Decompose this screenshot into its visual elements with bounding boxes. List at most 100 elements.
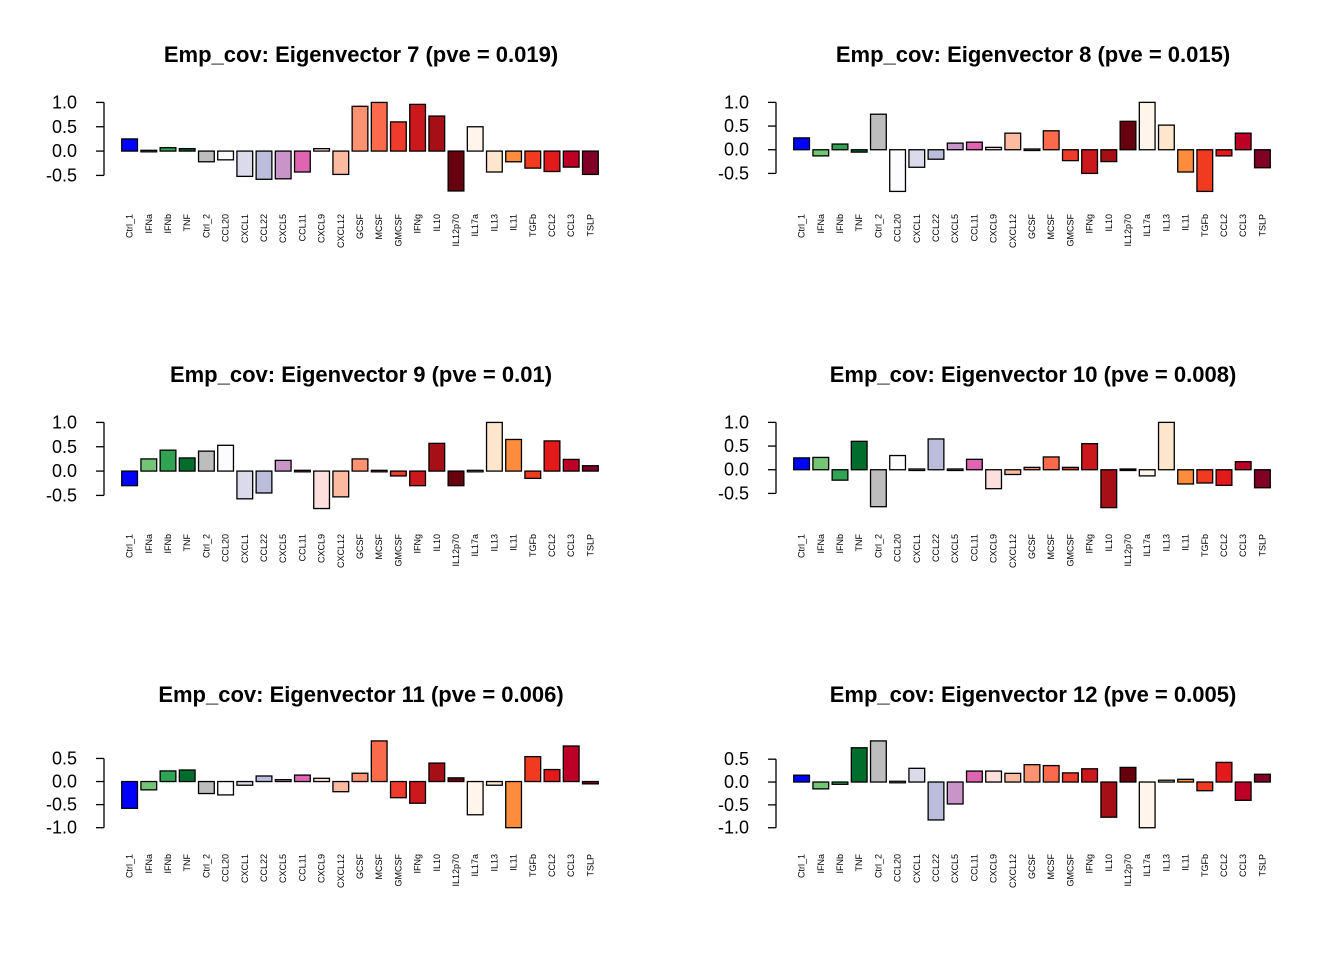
y-tick-label: 0.0 [724, 772, 749, 792]
bar-ctrl_1 [121, 780, 139, 809]
bar-tgfb [524, 470, 542, 480]
x-tick-label: CCL22 [259, 854, 269, 882]
x-tick-label: IL11 [509, 214, 519, 231]
bar-cxcl1 [908, 149, 926, 168]
bar-cxcl1 [236, 150, 254, 178]
y-tick-label: -0.5 [718, 795, 749, 815]
x-tick-label: CCL11 [297, 214, 307, 241]
x-tick-label: MCSF [1046, 534, 1056, 560]
x-tick-label: CCL11 [969, 854, 979, 881]
x-tick-label: TNF [182, 854, 192, 872]
bar-ccl2 [543, 768, 561, 783]
y-tick-label: -0.5 [46, 485, 77, 505]
y-tick-label: 0.5 [52, 437, 77, 457]
x-tick-label: CXCL5 [950, 214, 960, 243]
bar-ccl11 [965, 458, 983, 471]
x-tick-label: IFNb [163, 534, 173, 554]
x-tick-label: TGFb [1200, 214, 1210, 237]
x-tick-label: Ctrl_1 [797, 854, 807, 878]
x-tick-label: TGFb [528, 854, 538, 877]
x-tick-label: GMCSF [1065, 214, 1075, 247]
bar-tgfb [1196, 149, 1214, 193]
x-tick-label: IFNg [413, 534, 423, 554]
x-tick-label: CCL22 [259, 214, 269, 242]
bar-gmcsf [1061, 772, 1079, 783]
bar-cxcl5 [274, 459, 292, 472]
bar-il11 [1177, 469, 1195, 485]
y-tick-label: 0.5 [724, 116, 749, 136]
bar-ctrl_2 [197, 150, 215, 163]
x-tick-label: Ctrl_2 [873, 534, 883, 558]
bar-cxcl12 [332, 780, 350, 793]
bar-il13 [1157, 421, 1175, 471]
bar-cxcl1 [908, 767, 926, 783]
x-tick-label: CCL20 [893, 214, 903, 242]
bar-cxcl12 [1004, 132, 1022, 151]
x-tick-label: CCL22 [931, 854, 941, 882]
bar-ccl2 [1215, 149, 1233, 157]
x-tick-label: IFNa [144, 854, 154, 874]
x-tick-label: IL12p70 [1123, 854, 1133, 887]
x-tick-label: IFNb [835, 214, 845, 234]
x-tick-label: Ctrl_1 [797, 214, 807, 238]
bar-gcsf [351, 458, 369, 472]
bar-ifng [409, 780, 427, 804]
bar-tslp [581, 465, 599, 472]
x-tick-label: CCL22 [931, 214, 941, 242]
bar-gcsf [1023, 466, 1041, 471]
bar-il13 [485, 780, 503, 786]
x-tick-label: GMCSF [1065, 534, 1075, 567]
bar-cxcl5 [274, 150, 292, 180]
bar-il12p70 [447, 777, 465, 783]
y-tick-label: 0.5 [52, 117, 77, 137]
bar-cxcl12 [1004, 469, 1022, 476]
bar-il11 [1177, 778, 1195, 783]
x-tick-label: CXCL1 [912, 214, 922, 243]
x-tick-label: CXCL1 [240, 534, 250, 563]
x-tick-label: CXCL12 [1008, 534, 1018, 568]
chart-panel-4: Emp_cov: Eigenvector 10 (pve = 0.008) -0.… [718, 362, 1271, 568]
bar-ifna [140, 458, 158, 472]
x-tick-label: CXCL1 [912, 854, 922, 883]
chart-title: Emp_cov: Eigenvector 11 (pve = 0.006) [158, 682, 563, 707]
bar-il10 [1100, 781, 1118, 818]
bar-gcsf [351, 105, 369, 152]
x-tick-label: TSLP [1257, 214, 1267, 237]
x-tick-label: MCSF [374, 214, 384, 240]
bar-mcsf [370, 469, 388, 473]
x-tick-label: IL13 [489, 534, 499, 552]
bar-ctrl_1 [793, 774, 811, 783]
bar-il11 [505, 438, 523, 472]
bar-ifna [140, 149, 158, 153]
bar-cxcl1 [236, 780, 254, 786]
y-tick-label: 0.5 [724, 749, 749, 769]
bar-tslp [1253, 469, 1271, 489]
bar-il10 [1100, 149, 1118, 163]
bar-ccl20 [889, 454, 907, 471]
bar-tgfb [1196, 781, 1214, 792]
bar-tslp [581, 150, 599, 176]
x-tick-label: CXCL9 [989, 854, 999, 883]
x-tick-label: TSLP [585, 854, 595, 877]
x-tick-label: IFNb [835, 854, 845, 874]
x-tick-label: CXCL5 [278, 214, 288, 243]
bar-ctrl_2 [869, 740, 887, 783]
x-tick-label: IL11 [509, 854, 519, 871]
bar-cxcl5 [946, 468, 964, 472]
bar-ifng [1081, 149, 1099, 175]
x-tick-label: IFNg [1085, 214, 1095, 234]
chart-title: Emp_cov: Eigenvector 7 (pve = 0.019) [164, 42, 558, 67]
x-tick-label: CXCL9 [317, 854, 327, 883]
bar-tgfb [524, 755, 542, 783]
bar-il12p70 [1119, 468, 1137, 472]
x-tick-label: GMCSF [393, 534, 403, 567]
x-tick-label: TSLP [585, 214, 595, 237]
x-tick-label: CCL3 [1238, 534, 1248, 557]
bar-il13 [1157, 779, 1175, 783]
x-tick-label: GCSF [1027, 534, 1037, 560]
x-tick-label: IL17a [1142, 854, 1152, 877]
x-tick-label: CXCL5 [950, 534, 960, 563]
x-tick-label: CCL2 [1219, 534, 1229, 557]
x-tick-label: IL11 [1181, 214, 1191, 231]
bar-ifna [812, 149, 830, 157]
